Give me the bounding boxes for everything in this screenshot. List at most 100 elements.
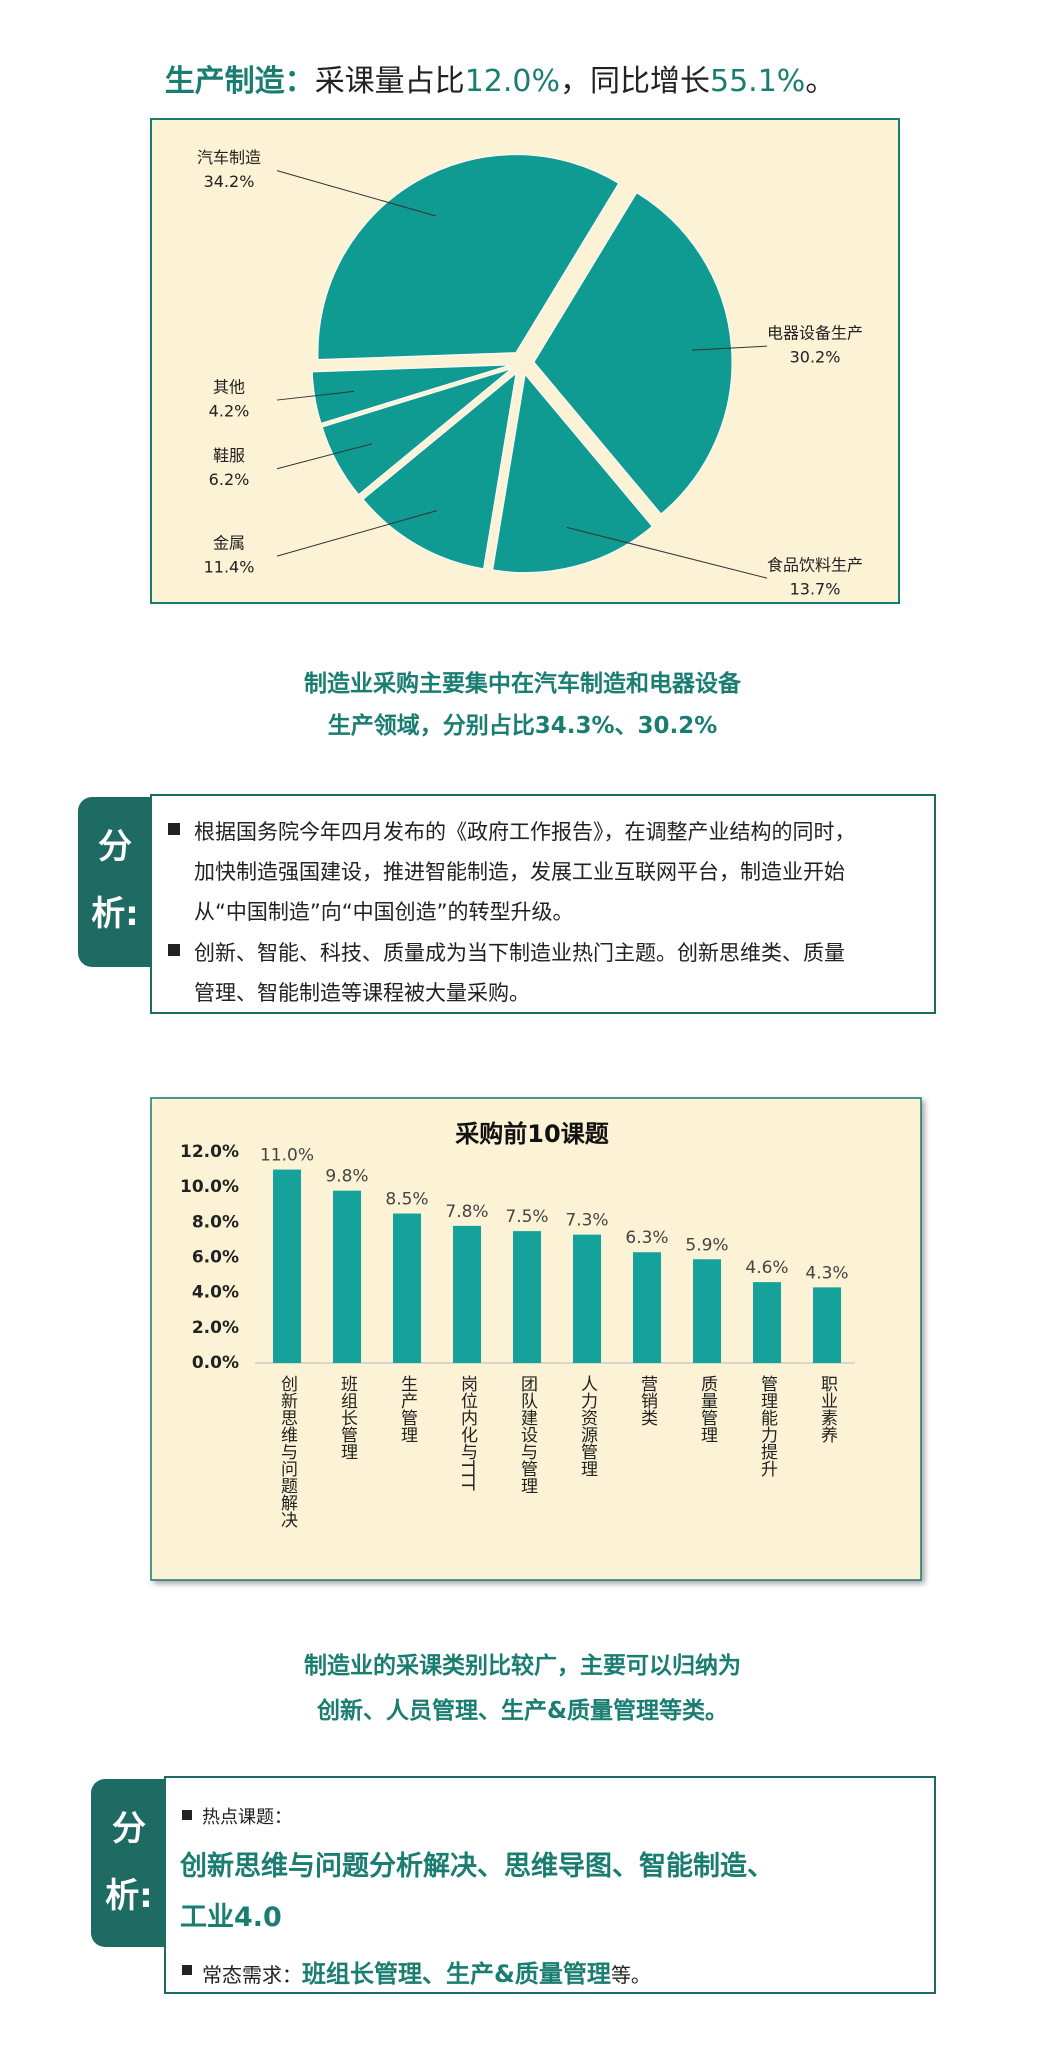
text-line: 根据国务院今年四月发布的《政府工作报告》，在调整产业结构的同时， (194, 820, 856, 844)
value-label: 7.5% (505, 1207, 548, 1227)
value-label: 5.9% (685, 1235, 728, 1255)
routine-line: 常态需求：班组长管理、生产&质量管理等。 (202, 1954, 651, 1989)
bar (513, 1231, 541, 1363)
x-tick-label: 管理能力提升 (757, 1375, 778, 1477)
analysis-tab: 分 析: (91, 1779, 167, 1947)
x-tick-label: 质量管理 (697, 1375, 718, 1443)
slice-label: 鞋服 (213, 446, 245, 465)
y-tick-label: 2.0% (192, 1318, 239, 1338)
pie-slice (533, 192, 733, 515)
slice-value: 4.2% (209, 402, 250, 421)
x-tick-label: 职业素养 (817, 1375, 838, 1443)
pie-slice (492, 373, 653, 574)
x-tick-label: 班组长管理 (337, 1375, 358, 1460)
bullet (168, 944, 180, 956)
leader-line (276, 390, 355, 401)
bar-chart: 采购前10课题 0.0% 2.0% 4.0% 6.0% 8.0% 10.0% 12.0% 11.… (150, 1097, 922, 1581)
header-label: 生产制造： (164, 64, 315, 99)
analysis-tab: 分 析: (78, 797, 152, 967)
slice-label: 其他 (213, 378, 245, 397)
value-label: 9.8% (325, 1167, 368, 1187)
hot-topics: 工业4.0 (180, 1902, 282, 1933)
x-tick-label: 团队建设与管理 (517, 1375, 538, 1494)
text-line: 创新、智能、科技、质量成为当下制造业热门主题。创新思维类、质量 (194, 941, 845, 965)
pie-slice (311, 364, 511, 424)
y-tick-label: 6.0% (192, 1248, 239, 1268)
x-tick-label: 生产管理 (397, 1375, 418, 1443)
hot-label: 热点课题： (202, 1807, 292, 1828)
slice-value: 11.4% (204, 558, 255, 577)
y-tick-label: 10.0% (180, 1177, 239, 1197)
tab-text: 分 (98, 827, 132, 867)
header-text: 。 (805, 64, 836, 99)
bar (633, 1252, 661, 1363)
bar (273, 1169, 301, 1363)
slice-label: 汽车制造 (197, 148, 261, 167)
y-tick-label: 4.0% (192, 1283, 239, 1303)
value-label: 6.3% (625, 1228, 668, 1248)
slice-label: 金属 (213, 534, 245, 553)
x-tick-label: 人力资源管理 (577, 1375, 598, 1477)
routine-end: 等。 (610, 1963, 651, 1987)
text-line: 管理、智能制造等课程被大量采购。 (194, 981, 530, 1005)
header-text: 采课量占比 (314, 64, 465, 99)
value-label: 7.8% (445, 1202, 488, 1222)
leader-line (276, 170, 436, 217)
slice-value: 34.2% (204, 172, 255, 191)
bar (393, 1213, 421, 1363)
slice-value: 6.2% (209, 470, 250, 489)
x-tick-label: 创新思维与问题解决 (277, 1375, 298, 1528)
x-tick-label: 岗位内化与TTT (457, 1375, 478, 1491)
bullet (168, 823, 180, 835)
routine-topics: 班组长管理、生产&质量管理 (302, 1960, 611, 1988)
slice-label: 电器设备生产 (767, 324, 863, 343)
header-text: ，同比增长 (560, 64, 710, 99)
chart-title: 采购前10课题 (455, 1120, 608, 1148)
tab-text: 析: (91, 894, 139, 934)
slice-value: 13.7% (790, 580, 841, 599)
bar (693, 1259, 721, 1363)
tab-text: 析: (105, 1876, 153, 1916)
y-tick-label: 12.0% (180, 1142, 239, 1162)
header: 生产制造：采课量占比12.0%，同比增长55.1%。 (0, 56, 1000, 100)
slice-label: 食品饮料生产 (767, 556, 863, 575)
header-growth: 55.1% (710, 64, 806, 99)
leader-line (276, 510, 437, 557)
value-label: 4.6% (745, 1258, 788, 1278)
text-line: 加快制造强国建设，推进智能制造，发展工业互联网平台，制造业开始 (194, 860, 845, 884)
bullet (182, 1810, 192, 1820)
bar (753, 1282, 781, 1363)
value-label: 7.3% (565, 1211, 608, 1231)
text-line: 从“中国制造”向“中国创造”的转型升级。 (194, 900, 574, 924)
tab-text: 分 (112, 1809, 146, 1849)
pie-slice (317, 154, 620, 361)
caption-line: 生产领域，分别占比34.3%、30.2% (327, 713, 718, 739)
value-label: 11.0% (260, 1146, 314, 1166)
caption-line: 制造业采购主要集中在汽车制造和电器设备 (304, 671, 741, 697)
analysis-box: 根据国务院今年四月发布的《政府工作报告》，在调整产业结构的同时， 加快制造强国建… (150, 794, 936, 1014)
pie-slice (321, 368, 512, 496)
hot-topics: 创新思维与问题分析解决、思维导图、智能制造、 (180, 1851, 774, 1882)
caption-line: 创新、人员管理、生产&质量管理等类。 (316, 1698, 729, 1724)
leader-line (566, 526, 768, 579)
x-tick-label: 营销类 (637, 1375, 658, 1426)
bar (333, 1190, 361, 1363)
y-tick-label: 8.0% (192, 1212, 239, 1232)
leader-line (276, 443, 373, 470)
bar (813, 1287, 841, 1363)
value-label: 8.5% (385, 1190, 428, 1210)
y-tick-label: 0.0% (192, 1353, 239, 1373)
value-label: 4.3% (805, 1263, 848, 1283)
leader-line (691, 345, 768, 351)
routine-label: 常态需求： (202, 1963, 302, 1987)
caption-line: 制造业的采课类别比较广，主要可以归纳为 (304, 1653, 741, 1679)
analysis-box: 热点课题： 创新思维与问题分析解决、思维导图、智能制造、 工业4.0 常态需求：… (164, 1776, 936, 1994)
bullet (182, 1965, 192, 1975)
pie-chart: 汽车制造 34.2% 电器设备生产 30.2% 食品饮料生产 13.7% 金属 11.4% 鞋服… (150, 118, 900, 604)
slice-value: 30.2% (790, 348, 841, 367)
pie-slice (362, 372, 517, 570)
header-share: 12.0% (464, 64, 560, 99)
bar (453, 1225, 481, 1363)
bar (573, 1234, 601, 1363)
